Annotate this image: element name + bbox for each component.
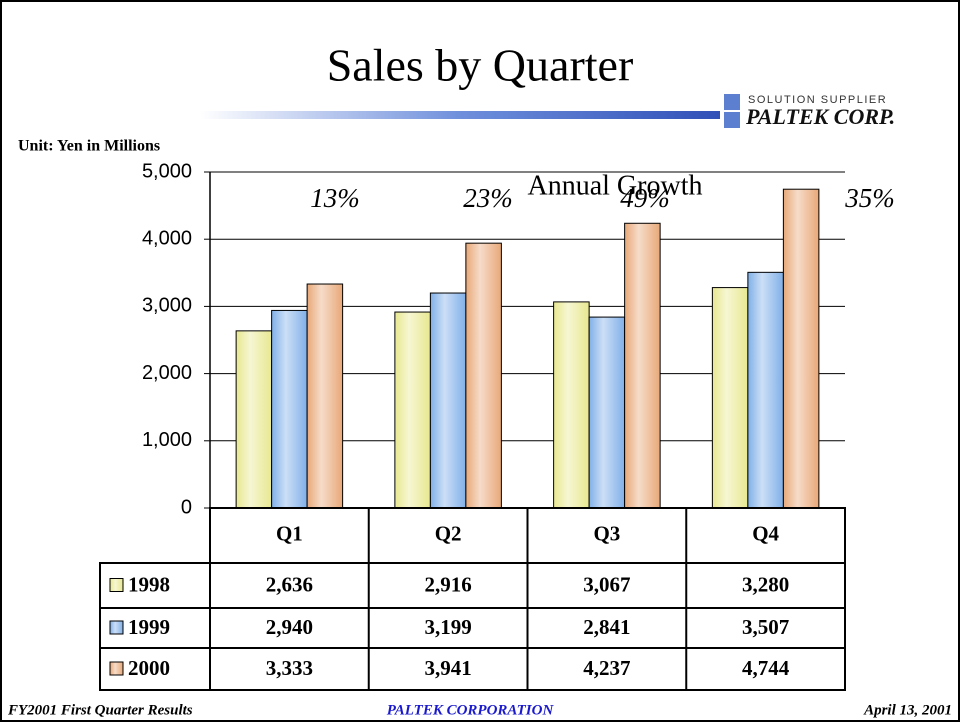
unit-label: Unit: Yen in Millions bbox=[18, 138, 160, 155]
x-tick-label: Q1 bbox=[276, 521, 303, 545]
bar bbox=[235, 330, 273, 509]
bar bbox=[624, 222, 661, 509]
table-value: 2,841 bbox=[583, 615, 630, 639]
logo-tagline: SOLUTION SUPPLIER bbox=[748, 94, 887, 106]
table-value: 3,067 bbox=[583, 572, 630, 596]
y-tick-label: 0 bbox=[181, 496, 192, 518]
footer-center: PALTEK CORPORATION bbox=[387, 702, 555, 718]
legend-swatch bbox=[109, 661, 124, 676]
table-value: 3,941 bbox=[425, 656, 472, 680]
table-value: 4,237 bbox=[583, 656, 630, 680]
y-tick-label: 1,000 bbox=[142, 429, 192, 451]
bar bbox=[782, 188, 820, 509]
bar bbox=[394, 311, 431, 509]
table-value: 3,280 bbox=[742, 572, 789, 596]
y-tick-label: 4,000 bbox=[142, 227, 192, 249]
logo-name: PALTEK CORP. bbox=[745, 104, 895, 129]
bar bbox=[711, 287, 749, 509]
table-value: 2,916 bbox=[425, 572, 472, 596]
table-border bbox=[99, 562, 846, 691]
bar bbox=[553, 301, 590, 509]
table-value: 3,333 bbox=[266, 656, 313, 680]
slide-title: Sales by Quarter bbox=[327, 40, 634, 91]
bar bbox=[429, 292, 467, 509]
logo-icon bbox=[724, 94, 740, 110]
legend-label: 2000 bbox=[128, 656, 170, 680]
growth-label: 49% bbox=[620, 183, 670, 213]
footer-left: FY2001 First Quarter Results bbox=[7, 702, 193, 718]
bar bbox=[306, 283, 344, 509]
legend-label: 1998 bbox=[128, 572, 170, 596]
table-value: 4,744 bbox=[742, 656, 790, 680]
logo-icon bbox=[724, 112, 740, 128]
title-rule bbox=[200, 111, 720, 119]
growth-label: 23% bbox=[463, 183, 513, 213]
bar bbox=[588, 316, 626, 509]
bar bbox=[465, 242, 502, 509]
legend-label: 1999 bbox=[128, 615, 170, 639]
x-tick-label: Q2 bbox=[435, 521, 462, 545]
table-value: 3,507 bbox=[742, 615, 789, 639]
y-tick-label: 3,000 bbox=[142, 295, 192, 317]
y-tick-label: 2,000 bbox=[142, 362, 192, 384]
bar bbox=[271, 309, 308, 509]
table-value: 2,636 bbox=[266, 572, 313, 596]
footer-right: April 13, 2001 bbox=[863, 702, 952, 718]
table-value: 3,199 bbox=[425, 615, 472, 639]
logo: SOLUTION SUPPLIER PALTEK CORP. bbox=[724, 94, 895, 129]
x-tick-label: Q4 bbox=[752, 521, 779, 545]
annotation-title: Annual Growth bbox=[528, 170, 703, 201]
legend-swatch bbox=[109, 620, 124, 635]
legend-swatch bbox=[109, 578, 124, 592]
table-value: 2,940 bbox=[266, 615, 313, 639]
bar bbox=[747, 271, 784, 509]
plot: 0 1,000 2,000 3,000 4,000 5,000 13% 23% 49% 35% Q1… bbox=[99, 160, 895, 691]
growth-label: 13% bbox=[310, 183, 360, 213]
growth-label: 35% bbox=[844, 183, 895, 213]
x-tick-label: Q3 bbox=[593, 521, 620, 545]
y-tick-label: 5,000 bbox=[142, 160, 192, 182]
